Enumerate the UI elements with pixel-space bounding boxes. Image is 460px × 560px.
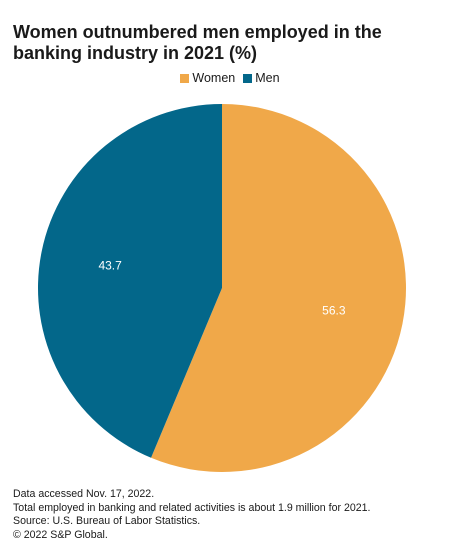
- legend-swatch-women: [180, 73, 190, 83]
- footnote-date: Data accessed Nov. 17, 2022.: [13, 488, 155, 500]
- legend-label-women: Women: [192, 71, 236, 85]
- data-label-men: 43.7: [98, 259, 122, 273]
- footnote-total: Total employed in banking and related ac…: [13, 501, 371, 514]
- chart-title: Women outnumbered men employed in the ba…: [13, 22, 382, 63]
- footnote-copyright: © 2022 S&P Global.: [13, 528, 108, 541]
- legend: Women Men: [0, 70, 460, 86]
- legend-swatch-men: [243, 73, 253, 83]
- pie-slice-women: [151, 104, 406, 472]
- data-label-women: 56.3: [322, 303, 346, 317]
- legend-label-men: Men: [255, 71, 280, 85]
- footnote-source: Source: U.S. Bureau of Labor Statistics.: [13, 515, 201, 528]
- footnotes: Data accessed Nov. 17, 2022. Total emplo…: [13, 488, 453, 542]
- legend-item-women: Women: [180, 71, 235, 85]
- pie-slice-men: [37, 104, 222, 458]
- legend-item-men: Men: [243, 71, 280, 85]
